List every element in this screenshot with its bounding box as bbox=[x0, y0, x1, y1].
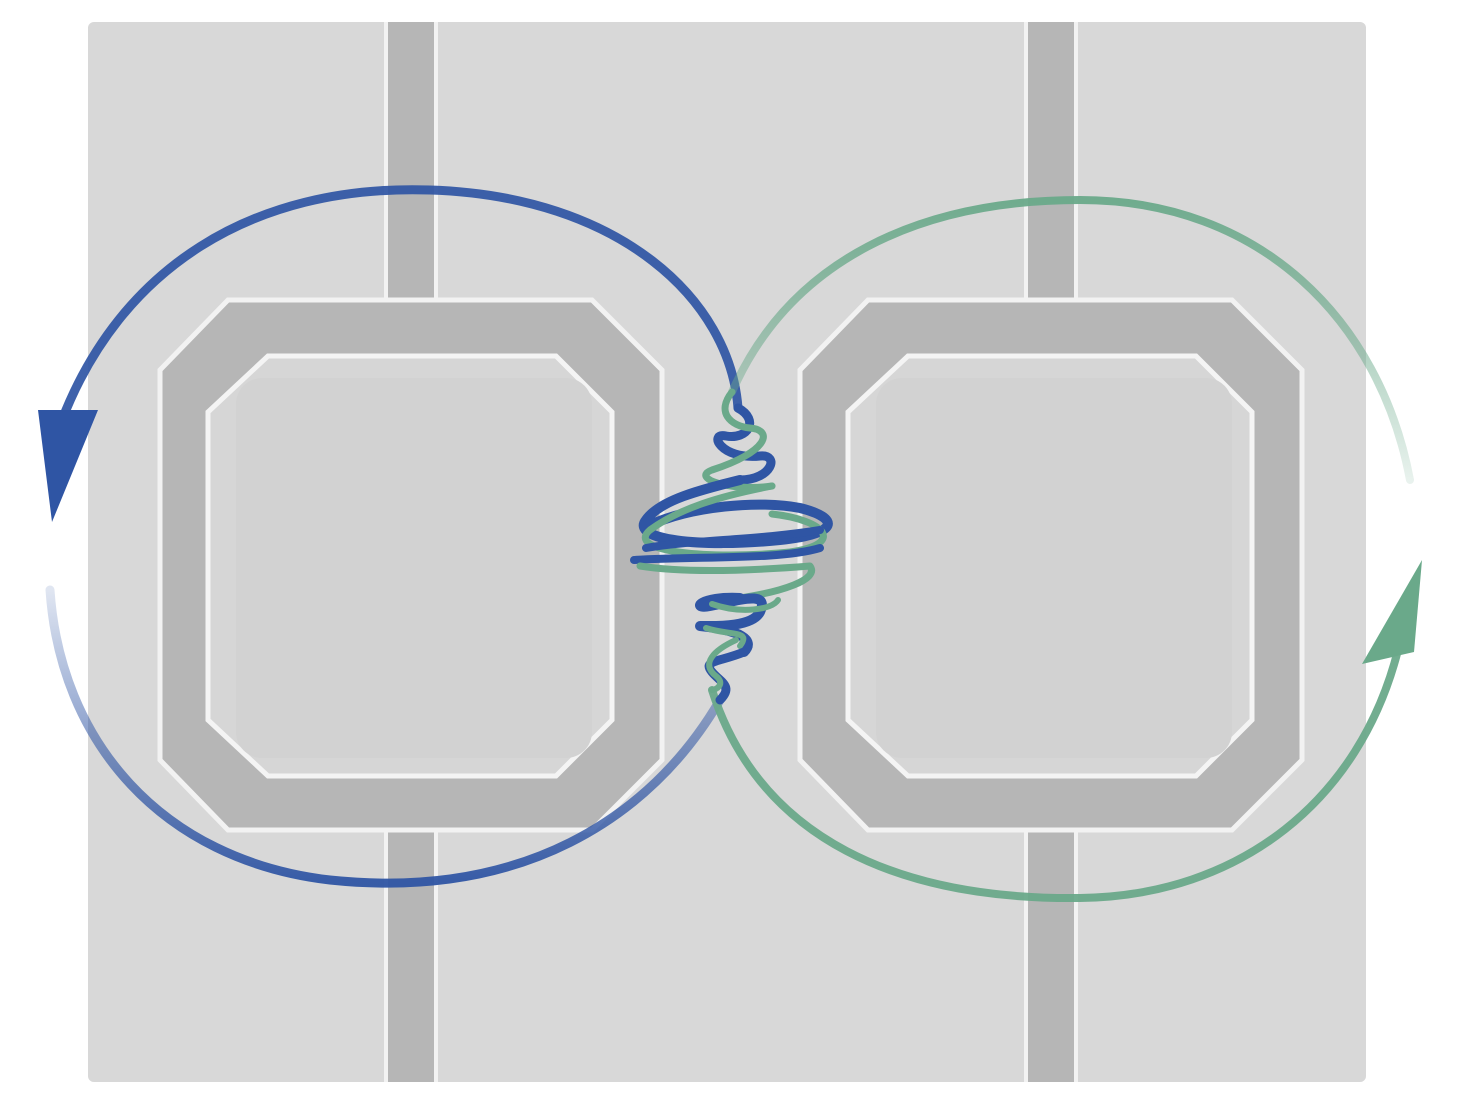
arrowhead-icon bbox=[38, 410, 98, 522]
left-resonator bbox=[157, 297, 665, 833]
right-circulation-loop bbox=[708, 195, 1414, 903]
arrowhead-icon bbox=[1362, 560, 1422, 664]
coupling-region bbox=[630, 388, 833, 705]
right-resonator bbox=[797, 297, 1305, 833]
left-circulation-loop bbox=[45, 185, 743, 888]
